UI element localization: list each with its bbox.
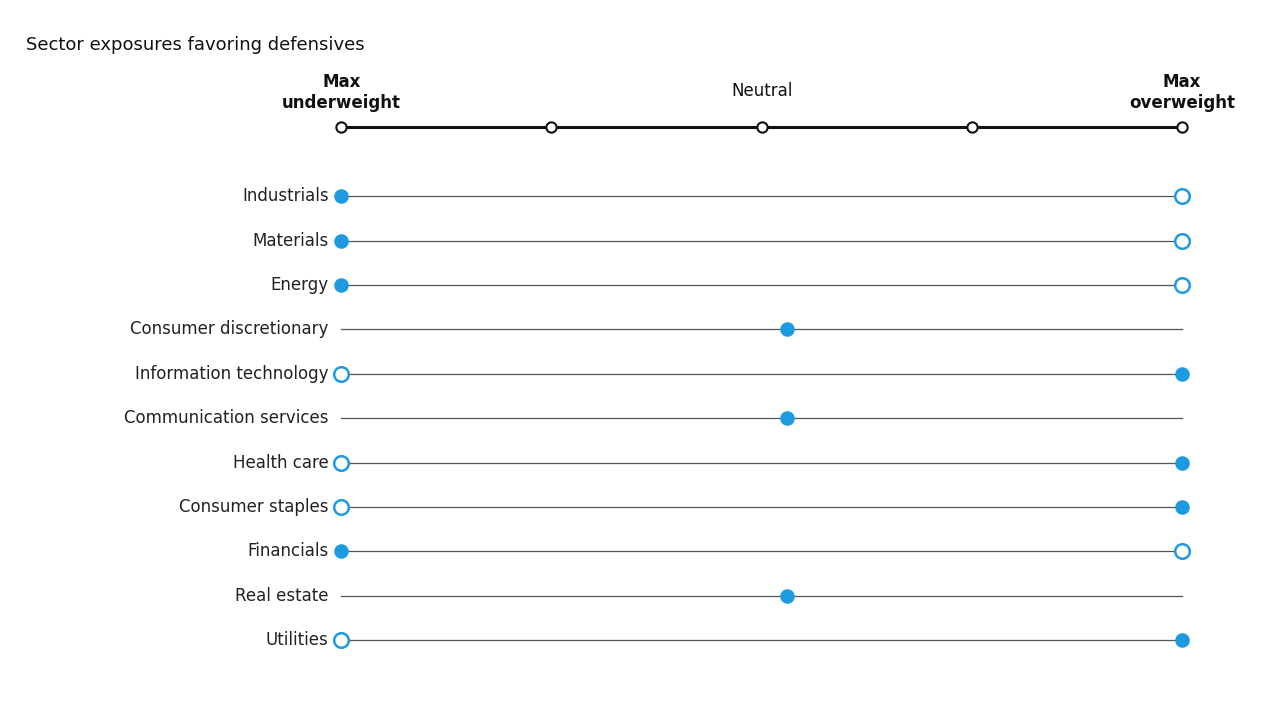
Point: [961, 122, 982, 133]
Text: Information technology: Information technology: [136, 365, 329, 383]
Text: Health care: Health care: [233, 454, 329, 472]
Point: [1171, 501, 1192, 513]
Point: [777, 324, 797, 336]
Point: [777, 413, 797, 424]
Point: [1171, 457, 1192, 469]
Text: Communication services: Communication services: [124, 409, 329, 427]
Text: Max
underweight: Max underweight: [282, 73, 401, 112]
Point: [1171, 279, 1192, 291]
Point: [777, 590, 797, 602]
Text: Real estate: Real estate: [236, 587, 329, 605]
Point: [1171, 235, 1192, 246]
Text: Materials: Materials: [252, 232, 329, 250]
Text: Consumer discretionary: Consumer discretionary: [131, 320, 329, 338]
Text: Utilities: Utilities: [266, 631, 329, 649]
Point: [332, 235, 352, 246]
Point: [751, 122, 772, 133]
Point: [332, 501, 352, 513]
Text: Financials: Financials: [247, 542, 329, 560]
Text: Consumer staples: Consumer staples: [179, 498, 329, 516]
Point: [332, 368, 352, 379]
Point: [332, 546, 352, 557]
Point: [332, 191, 352, 202]
Point: [1171, 634, 1192, 646]
Text: Sector exposures favoring defensives: Sector exposures favoring defensives: [26, 36, 365, 54]
Point: [332, 122, 352, 133]
Point: [1171, 368, 1192, 379]
Point: [332, 279, 352, 291]
Point: [1171, 191, 1192, 202]
Text: Industrials: Industrials: [242, 187, 329, 205]
Point: [332, 634, 352, 646]
Text: Energy: Energy: [270, 276, 329, 294]
Point: [332, 457, 352, 469]
Text: Max
overweight: Max overweight: [1129, 73, 1235, 112]
Point: [1171, 546, 1192, 557]
Point: [541, 122, 562, 133]
Text: Neutral: Neutral: [731, 81, 792, 99]
Point: [1171, 122, 1192, 133]
